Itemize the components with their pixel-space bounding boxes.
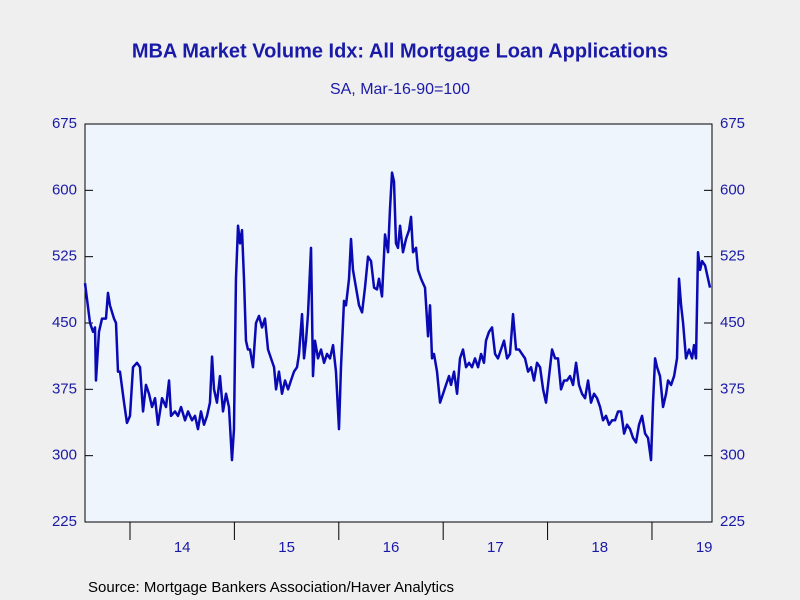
- x-tick-label: 19: [696, 539, 713, 556]
- source-note: Source: Mortgage Bankers Association/Hav…: [88, 579, 454, 596]
- y2-tick-label: 525: [720, 248, 745, 265]
- chart-title: MBA Market Volume Idx: All Mortgage Loan…: [132, 40, 668, 62]
- y-tick-label: 600: [52, 181, 77, 198]
- plot-area: [84, 123, 713, 523]
- y2-tick-label: 375: [720, 380, 745, 397]
- x-tick-label: 16: [383, 539, 400, 556]
- y-tick-label: 450: [52, 314, 77, 331]
- y2-tick-label: 225: [720, 513, 745, 530]
- y2-tick-label: 675: [720, 115, 745, 132]
- chart-subtitle: SA, Mar-16-90=100: [330, 81, 470, 98]
- y2-tick-label: 600: [720, 181, 745, 198]
- data-line: [83, 171, 712, 462]
- x-tick-label: 17: [487, 539, 504, 556]
- y-tick-label: 375: [52, 380, 77, 397]
- y-tick-label: 525: [52, 248, 77, 265]
- x-tick-label: 15: [278, 539, 295, 556]
- x-tick-label: 18: [591, 539, 608, 556]
- y2-tick-label: 450: [720, 314, 745, 331]
- y-tick-label: 675: [52, 115, 77, 132]
- y2-tick-label: 300: [720, 447, 745, 464]
- y-tick-label: 225: [52, 513, 77, 530]
- x-tick-label: 14: [174, 539, 191, 556]
- y-tick-label: 300: [52, 447, 77, 464]
